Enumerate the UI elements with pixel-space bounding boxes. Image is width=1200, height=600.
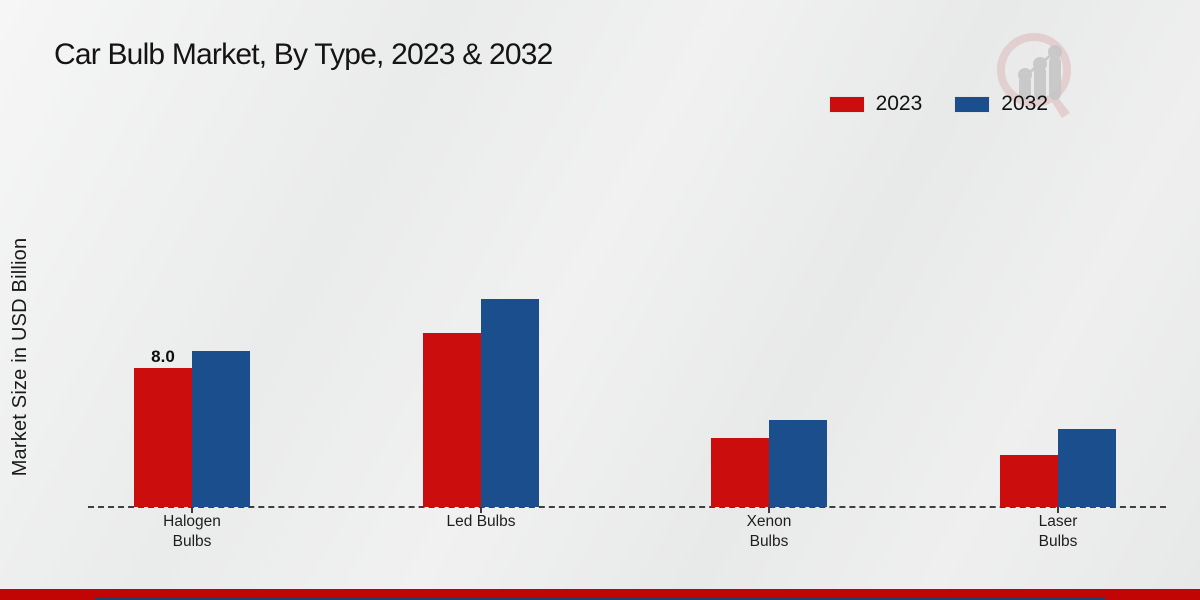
legend: 2023 2032: [828, 92, 1048, 116]
category-label-group1: Led Bulbs: [446, 513, 516, 530]
x-axis-baseline: [88, 506, 1166, 508]
footer-accent-bar: [0, 589, 1200, 600]
bar-2023-group2: [711, 437, 769, 507]
legend-swatch-2023: [828, 95, 865, 113]
bar-2032-group3: [1058, 428, 1116, 507]
category-label-group3: Laser Bulbs: [1038, 513, 1078, 550]
bar-2032-group0: [192, 350, 250, 507]
x-axis-tick: [191, 507, 193, 513]
x-axis-tick: [768, 507, 770, 513]
legend-swatch-2032: [954, 95, 991, 113]
legend-label-2032: 2032: [1001, 92, 1048, 115]
legend-label-2023: 2023: [875, 92, 923, 115]
chart-title: Car Bulb Market, By Type, 2023 & 2032: [54, 38, 553, 71]
legend-item-2032: 2032: [954, 92, 1048, 116]
footer-accent-line: [95, 597, 1105, 600]
bar-2032-group2: [769, 420, 827, 507]
category-label-group2: Xenon Bulbs: [746, 513, 792, 550]
bar-2023-group3: [1000, 454, 1058, 507]
legend-item-2023: 2023: [828, 92, 923, 116]
category-label-group0: Halogen Bulbs: [163, 513, 221, 550]
x-axis-tick: [1057, 507, 1059, 513]
bar-2032-group1: [481, 298, 539, 507]
bar-2023-group1: [423, 333, 481, 507]
magnifier-bar-chart-logo: [997, 33, 1071, 118]
x-axis-tick: [480, 507, 482, 513]
bar-value-label: 8.0: [151, 347, 175, 366]
bar-2023-group0: [134, 368, 192, 507]
